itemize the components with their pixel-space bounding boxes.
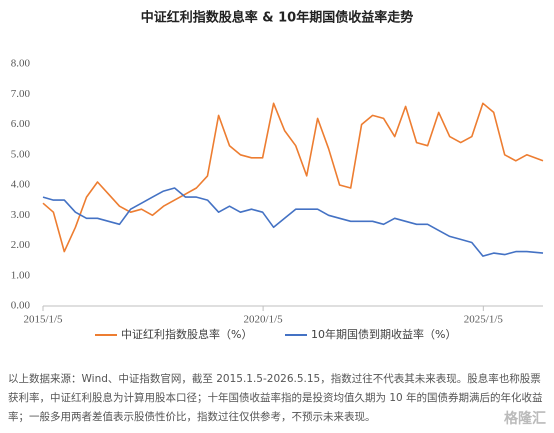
legend-label: 10年期国债到期收益率（%） [311, 327, 456, 341]
x-tick-label: 2025/1/5 [464, 314, 504, 326]
chart-title: 中证红利指数股息率 & 10年期国债收益率走势 [141, 10, 413, 26]
y-tick-label: 2.00 [11, 239, 31, 251]
watermark: 格隆汇 [504, 411, 546, 427]
y-tick-label: 0.00 [11, 300, 31, 312]
y-tick-label: 5.00 [11, 148, 31, 160]
y-tick-label: 7.00 [11, 88, 31, 100]
y-tick-label: 4.00 [11, 179, 31, 191]
y-tick-label: 6.00 [11, 118, 31, 130]
y-tick-label: 1.00 [11, 269, 31, 281]
x-tick-label: 2020/1/5 [244, 314, 284, 326]
series-line [42, 102, 544, 253]
legend-label: 中证红利指数股息率（%） [121, 327, 252, 341]
x-tick-label: 2015/1/5 [23, 314, 63, 326]
series-line [42, 187, 544, 257]
footnote: 以上数据来源：Wind、中证指数官网，截至 2015.1.5-2026.5.15… [8, 373, 543, 423]
chart: 中证红利指数股息率 & 10年期国债收益率走势 0.00 1.00 2.00 3.00… [11, 10, 544, 341]
y-tick-label: 8.00 [11, 58, 31, 70]
y-tick-label: 3.00 [11, 209, 31, 221]
